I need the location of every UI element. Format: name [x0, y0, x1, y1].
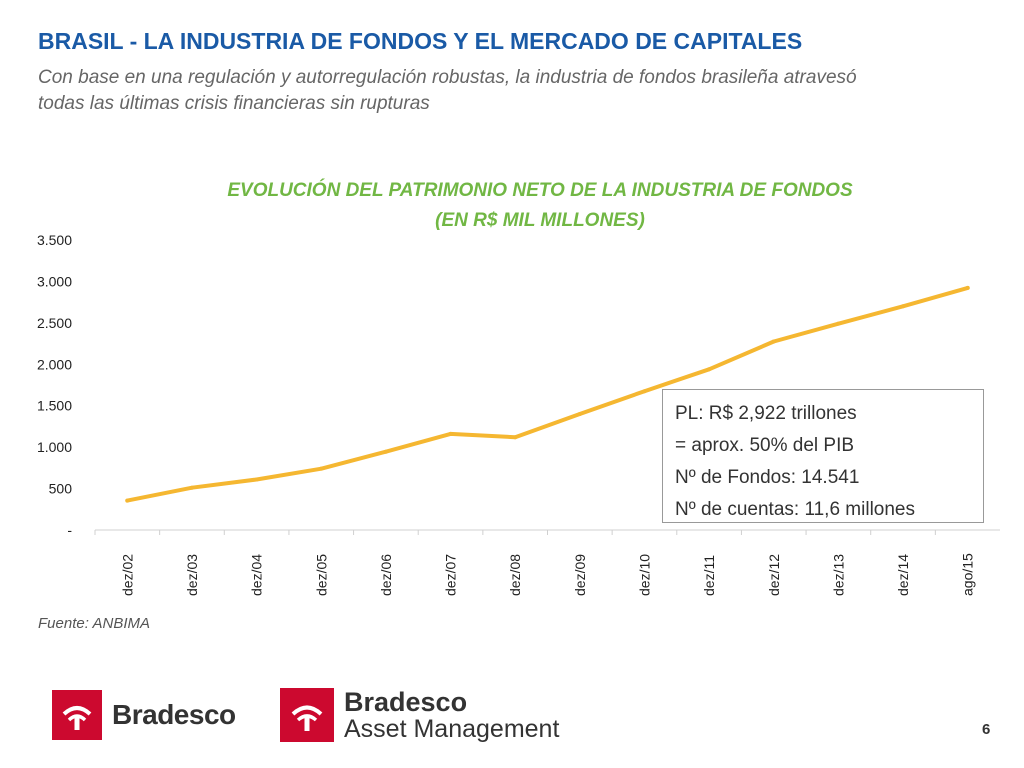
- slide-subtitle: Con base en una regulación y autorregula…: [38, 67, 857, 114]
- data-point: [383, 449, 388, 454]
- x-tick-label: dez/11: [701, 555, 717, 596]
- x-tick-label: ago/15: [960, 553, 976, 596]
- data-point: [125, 498, 130, 503]
- y-tick-label: -: [67, 522, 72, 538]
- annotation-line: Nº de Fondos: 14.541: [675, 467, 860, 488]
- x-tick-label: dez/13: [830, 554, 846, 596]
- data-point: [319, 466, 324, 471]
- x-tick-label: dez/08: [507, 554, 523, 596]
- series-line: [125, 285, 970, 503]
- y-tick-label: 2.500: [37, 315, 72, 331]
- x-tick-label: dez/07: [443, 554, 459, 596]
- data-point: [577, 412, 582, 416]
- data-point: [965, 285, 970, 290]
- x-tick-label: dez/10: [636, 554, 652, 596]
- chart-title: EVOLUCIÓN DEL PATRIMONIO NETO DE LA INDU…: [227, 180, 853, 201]
- data-point: [771, 339, 776, 344]
- y-tick-label: 500: [49, 481, 73, 497]
- chart-title-units: (EN R$ MIL MILLONES): [435, 210, 645, 231]
- y-tick-label: 3.500: [37, 232, 72, 248]
- y-tick-label: 1.500: [37, 398, 72, 414]
- source-note: Fuente: ANBIMA: [38, 615, 150, 632]
- annotation-line: PL: R$ 2,922 trillones: [675, 403, 857, 424]
- data-point: [448, 431, 453, 436]
- am-wordmark-line1: Bradesco: [344, 687, 468, 717]
- data-point: [254, 477, 259, 482]
- data-point: [642, 389, 647, 394]
- data-point: [836, 321, 841, 326]
- x-tick-label: dez/12: [766, 554, 782, 596]
- bradesco-wordmark: Bradesco: [112, 699, 236, 730]
- bradesco-asset-management-logo: Bradesco Asset Management: [280, 688, 559, 742]
- bradesco-tree-icon: [52, 690, 102, 740]
- y-tick-label: 2.000: [37, 356, 72, 372]
- bradesco-logo: Bradesco: [52, 690, 236, 740]
- data-point: [513, 435, 518, 440]
- annotation-line: Nº de cuentas: 11,6 millones: [675, 499, 915, 520]
- data-point: [189, 485, 194, 490]
- x-tick-label: dez/05: [313, 554, 329, 596]
- annotation-box: PL: R$ 2,922 trillones = aprox. 50% del …: [662, 389, 984, 523]
- slide-title: BRASIL - LA INDUSTRIA DE FONDOS Y EL MER…: [38, 28, 803, 54]
- x-tick-label: dez/09: [572, 554, 588, 596]
- x-tick-label: dez/06: [378, 554, 394, 596]
- y-tick-label: 1.000: [37, 439, 72, 455]
- data-point: [707, 367, 712, 372]
- x-tick-label: dez/14: [895, 554, 911, 596]
- x-tick-label: dez/02: [119, 554, 135, 596]
- bradesco-tree-icon: [280, 688, 334, 742]
- am-wordmark-line2: Asset Management: [344, 715, 560, 743]
- annotation-line: = aprox. 50% del PIB: [675, 435, 855, 456]
- y-tick-label: 3.000: [37, 273, 72, 289]
- x-tick-label: dez/04: [249, 554, 265, 596]
- data-point: [901, 304, 906, 309]
- page-number: 6: [982, 721, 991, 738]
- x-tick-label: dez/03: [184, 554, 200, 596]
